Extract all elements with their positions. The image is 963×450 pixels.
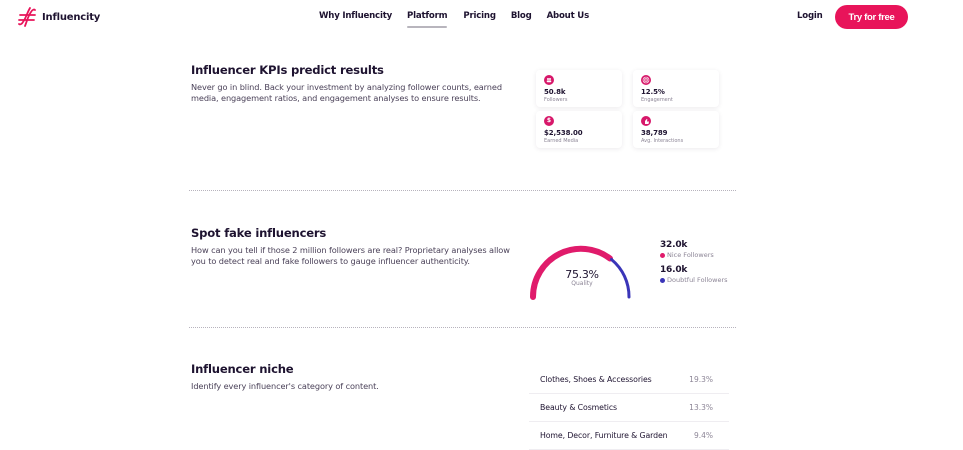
kpi-label: Avg. Interactions	[641, 138, 684, 144]
kpi-value: 50.8k	[544, 88, 566, 96]
kpi-value: $2,538.00	[544, 129, 583, 137]
niche-name: Clothes, Shoes & Accessories	[540, 375, 652, 384]
legend-value: 16.0k	[660, 265, 688, 275]
legend-nice-followers: 32.0k Nice Followers	[660, 240, 714, 259]
top-navbar: Influencity Why Influencity Platform Pri…	[0, 0, 963, 34]
interactions-icon	[641, 116, 651, 126]
kpi-label: Followers	[544, 97, 568, 103]
kpis-description: Never go in blind. Back your investment …	[191, 82, 502, 103]
brand-logo[interactable]: Influencity	[17, 7, 100, 27]
followers-icon	[544, 75, 554, 85]
kpi-value: 38,789	[641, 129, 668, 137]
section-divider	[189, 327, 736, 328]
nav-pricing[interactable]: Pricing	[463, 11, 496, 21]
nav-about-us[interactable]: About Us	[546, 11, 590, 21]
dollar-icon: $	[544, 116, 554, 126]
legend-doubtful-followers: 16.0k Doubtful Followers	[660, 265, 728, 284]
legend-label: Nice Followers	[667, 251, 714, 259]
doubtful-dot-icon	[660, 277, 665, 283]
fake-title: Spot fake influencers	[191, 226, 327, 240]
kpi-value: 12.5%	[641, 88, 665, 96]
niche-row: Beauty & Cosmetics 13.3%	[529, 394, 729, 422]
niche-percentage: 13.3%	[689, 403, 713, 412]
niche-row: Clothes, Shoes & Accessories 19.3%	[529, 366, 729, 394]
section-divider	[189, 190, 736, 191]
kpi-label: Engagement	[641, 97, 673, 103]
niche-description: Identify every influencer's category of …	[191, 381, 379, 391]
login-link[interactable]: Login	[797, 11, 823, 21]
nav-platform[interactable]: Platform	[407, 11, 448, 28]
nice-dot-icon	[660, 252, 665, 258]
niche-percentage: 9.4%	[693, 431, 713, 440]
legend-value: 32.0k	[660, 240, 688, 250]
influencity-logo-icon	[18, 7, 36, 27]
gauge-label: Quality	[571, 280, 593, 287]
gauge-nice-arc	[529, 245, 613, 300]
kpi-card-followers: 50.8k Followers	[536, 70, 622, 107]
kpis-title: Influencer KPIs predict results	[191, 63, 384, 77]
niche-title: Influencer niche	[191, 362, 294, 376]
nav-blog[interactable]: Blog	[510, 11, 532, 21]
kpi-card-avg-interactions: 38,789 Avg. Interactions	[633, 111, 719, 148]
gauge-value: 75.3%	[565, 268, 599, 281]
niche-list: Clothes, Shoes & Accessories 19.3% Beaut…	[529, 366, 729, 450]
quality-gauge	[529, 245, 631, 300]
nav-why-influencity[interactable]: Why Influencity	[319, 11, 393, 21]
kpi-label: Earned Media	[544, 138, 579, 144]
legend-label-row: Nice Followers	[660, 251, 714, 259]
legend-label-row: Doubtful Followers	[660, 276, 728, 284]
kpi-card-engagement: 12.5% Engagement	[633, 70, 719, 107]
kpi-card-earned-media: $ $2,538.00 Earned Media	[536, 111, 622, 148]
niche-row: Home, Decor, Furniture & Garden 9.4%	[529, 422, 729, 450]
try-for-free-button[interactable]: Try for free	[835, 5, 908, 29]
gauge-doubtful-arc	[610, 258, 631, 299]
brand-name: Influencity	[42, 11, 101, 23]
niche-percentage: 19.3%	[689, 375, 713, 384]
legend-label: Doubtful Followers	[667, 276, 728, 284]
engagement-icon	[641, 75, 651, 85]
niche-name: Beauty & Cosmetics	[540, 403, 618, 412]
main-nav: Why Influencity Platform Pricing Blog Ab…	[319, 11, 590, 28]
fake-description: How can you tell if those 2 million foll…	[191, 245, 510, 266]
niche-name: Home, Decor, Furniture & Garden	[540, 431, 668, 440]
